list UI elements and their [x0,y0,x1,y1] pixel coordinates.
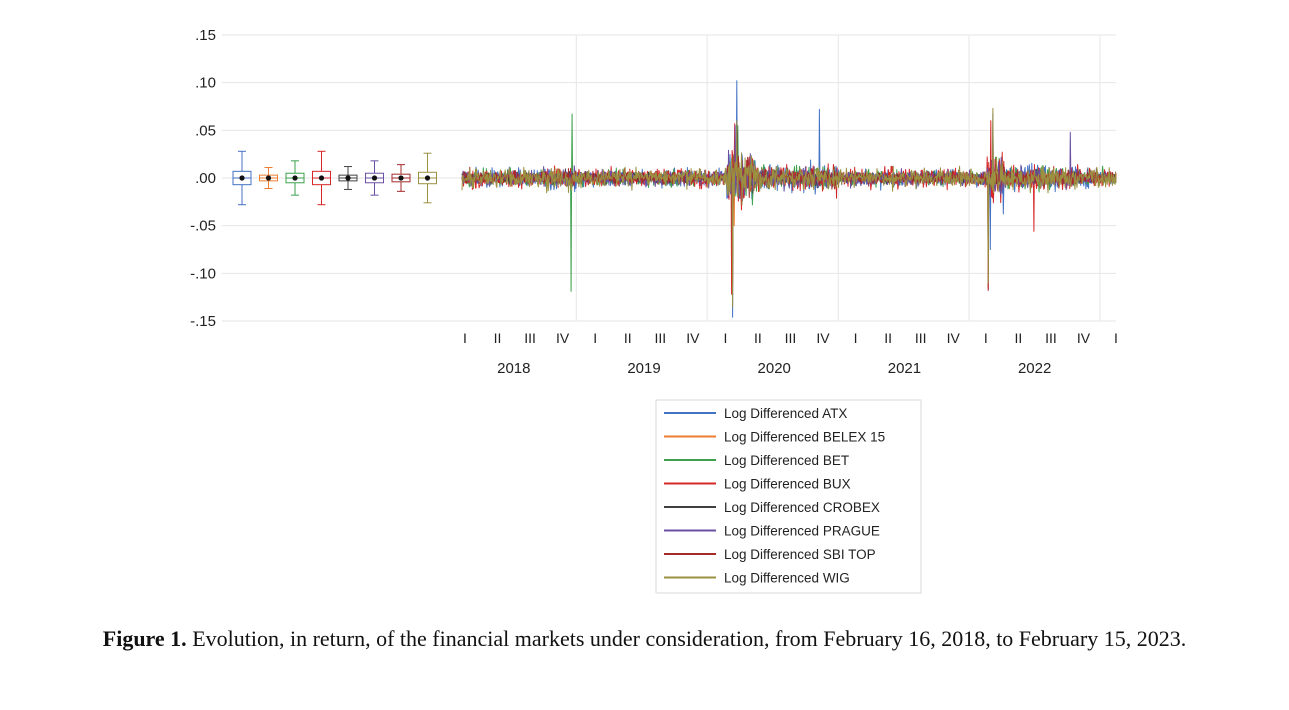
series-line [461,113,1117,292]
y-tick-label: -.05 [190,218,216,235]
boxplot-mean-dot [318,175,325,181]
figure-label: Figure 1. [102,626,187,651]
boxplot [232,150,252,206]
y-tick-label: .10 [195,75,216,92]
series-line [461,107,1117,308]
legend-entry: Log Differenced BUX [724,477,851,492]
x-quarter-label: II [884,330,892,346]
x-quarter-label: III [524,330,536,346]
x-year-label: 2021 [888,360,921,377]
y-tick-label: .05 [195,122,216,139]
boxplot-mean-dot [292,175,298,181]
boxplot-group [232,150,437,206]
legend-entry: Log Differenced BELEX 15 [724,430,885,445]
boxplot [312,150,331,206]
x-quarter-label: I [593,330,597,346]
legend: Log Differenced ATX Log Differenced BELEX… [655,399,922,594]
boxplot-mean-dot [424,175,431,181]
x-quarter-label: I [1114,330,1118,346]
legend-entry: Log Differenced PRAGUE [724,524,880,539]
legend-entry: Log Differenced BET [724,453,849,468]
x-quarter-label: IV [556,330,570,346]
x-quarter-label: I [723,330,727,346]
y-tick-label: -.15 [190,313,216,330]
x-quarter-label: I [463,330,467,346]
legend-entry: Log Differenced SBI TOP [724,547,876,562]
x-quarter-label: I [854,330,858,346]
x-quarter-label: IV [686,330,700,346]
series-line [461,80,1117,318]
x-quarter-label: IV [816,330,830,346]
series-lines [461,80,1117,318]
boxplot-mean-dot [371,175,378,181]
x-quarter-label: III [915,330,927,346]
boxplot-mean-dot [345,175,351,181]
x-quarter-label: III [1045,330,1057,346]
x-axis-labels: I II III IV I II III IV I II III IV I II III IV I II III IV… [463,330,1118,377]
figure-caption-text: Evolution, in return, of the financial m… [186,626,1187,651]
x-quarter-label: III [654,330,666,346]
figure-caption: Figure 1. Evolution, in return, of the f… [0,622,1289,656]
series-line [461,120,1117,295]
x-quarter-label: II [754,330,762,346]
boxplot [418,152,437,204]
series-line [461,129,1117,265]
legend-entry: Log Differenced WIG [724,571,850,586]
boxplot [365,160,384,196]
boxplot [338,166,358,190]
boxplot [285,160,305,196]
x-year-label: 2019 [627,360,660,377]
legend-entry: Log Differenced ATX [724,406,847,421]
x-year-label: 2022 [1018,360,1051,377]
x-quarter-label: II [1014,330,1022,346]
boxplot-mean-dot [398,175,404,181]
series-line [461,125,1117,260]
y-axis-ticks: .15 .10 .05 .00 -.05 -.10 -.15 [190,27,216,330]
y-tick-label: .00 [195,170,216,187]
x-quarter-label: IV [1077,330,1091,346]
boxplot [391,164,411,192]
x-year-label: 2018 [497,360,530,377]
x-year-label: 2020 [758,360,791,377]
legend-box [655,399,922,594]
x-quarter-label: II [624,330,632,346]
y-tick-label: -.10 [190,265,216,282]
boxplot [259,167,278,189]
legend-entry: Log Differenced CROBEX [724,500,880,515]
y-tick-label: .15 [195,27,216,44]
x-quarter-label: IV [947,330,961,346]
returns-chart: .15.10.05.00-.05-.10-.15 I II III IV I II III I… [190,27,1118,594]
boxplot-mean-dot [239,175,245,181]
x-quarter-label: I [984,330,988,346]
boxplot-mean-dot [265,175,272,181]
x-quarter-label: II [494,330,502,346]
x-quarter-label: III [785,330,797,346]
